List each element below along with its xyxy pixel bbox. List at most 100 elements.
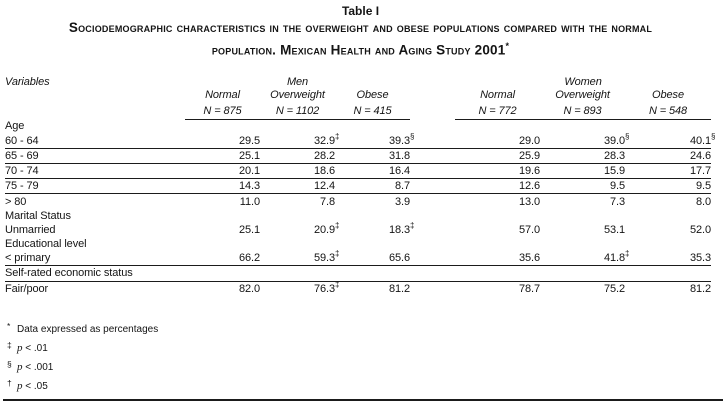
cell-value: 7.3	[610, 195, 626, 208]
cell-value: 20.9 ‡	[313, 220, 340, 236]
data-cell: 39.0 §	[540, 131, 630, 149]
cell-value: 18.3 ‡	[389, 220, 415, 236]
cell-value: 25.1	[238, 223, 260, 236]
data-cell: 25.1	[185, 223, 260, 237]
data-cell: 32.9 ‡	[260, 131, 340, 149]
data-cell: 7.3	[540, 194, 625, 209]
group-spacer	[410, 148, 456, 165]
row-label: Fair/poor	[5, 282, 49, 295]
data-cell: 18.3 ‡	[335, 220, 415, 237]
cell-value: 32.9 ‡	[313, 131, 340, 147]
data-cell: 81.2	[625, 281, 711, 296]
cell-value: 78.7	[519, 282, 541, 295]
cell-value: 25.9	[519, 149, 541, 162]
cell-value: 66.2	[238, 252, 260, 265]
cell-value: 17.7	[690, 165, 712, 178]
data-cell: 14.3	[185, 178, 260, 195]
data-cell: 65.6	[335, 251, 410, 267]
data-cell: 19.6	[455, 163, 541, 180]
data-cell: 82.0	[185, 281, 260, 296]
row-label: Self-rated economic status	[5, 265, 185, 282]
data-cell	[260, 237, 335, 251]
footnote-symbol: †	[7, 377, 12, 388]
cell-value: 59.3 ‡	[313, 249, 340, 265]
table-body: Age 60 - 64 29.5 32.9 ‡ 39.3 § 29.0 39.0 § 40.1 § 65…	[5, 119, 716, 296]
data-cell: 20.9 ‡	[260, 220, 340, 237]
row-label: 75 - 79	[5, 178, 185, 195]
footnote-symbol: §	[7, 358, 12, 369]
row-label: 70 - 74	[5, 163, 185, 180]
group-spacer	[410, 133, 456, 149]
col-header-men-obese: Obese	[356, 89, 389, 102]
cell-value: 15.9	[604, 165, 626, 178]
cell-value: 29.5	[238, 134, 260, 147]
group-spacer	[410, 69, 455, 88]
data-cell: 53.1	[540, 223, 625, 237]
data-cell	[455, 209, 540, 223]
footnote: § p < .001	[7, 355, 716, 374]
group-spacer	[410, 163, 456, 180]
table-row: 75 - 79 14.3 12.4 8.7 12.6 9.5 9.5	[5, 178, 712, 195]
data-cell: 9.5	[540, 178, 626, 195]
footnote-text: p < .05	[17, 379, 48, 392]
data-cell: 29.0	[455, 133, 540, 149]
data-cell: 28.2	[260, 148, 335, 165]
data-cell: 52.0	[625, 223, 711, 237]
data-cell: 78.7	[455, 281, 540, 296]
table-row: Self-rated economic status	[5, 265, 712, 282]
table-row: Educational level	[5, 237, 711, 251]
significance-marker: §	[711, 131, 716, 141]
cell-value: 76.3 ‡	[313, 279, 340, 295]
data-cell: 76.3 ‡	[260, 279, 340, 296]
row-label: Educational level	[5, 238, 87, 251]
table-row: > 80 11.0 7.8 3.9 13.0 7.3 8.0	[5, 194, 711, 209]
data-cell: 59.3 ‡	[260, 249, 340, 267]
data-cell: 75.2	[540, 281, 625, 296]
row-label: > 80	[5, 195, 27, 208]
data-cell	[260, 119, 335, 134]
row-label: Age	[5, 120, 25, 133]
data-cell	[455, 265, 541, 282]
data-cell: 20.1	[185, 163, 260, 180]
data-cell	[540, 209, 625, 223]
significance-marker: ‡	[335, 131, 340, 141]
cell-value: 57.0	[519, 223, 541, 236]
cell-value: 9.5	[696, 180, 712, 193]
row-label: Unmarried	[5, 223, 56, 236]
data-cell	[185, 237, 260, 251]
significance-marker: ‡	[335, 220, 340, 230]
cell-value: 81.2	[389, 282, 411, 295]
data-cell: 13.0	[455, 194, 540, 209]
cell-value: 40.1 §	[690, 131, 716, 147]
data-cell: 41.8 ‡	[540, 249, 629, 267]
variables-header: Variables	[5, 75, 50, 88]
data-cell: 8.7	[335, 178, 410, 195]
n-men-overweight: N = 1102	[260, 103, 335, 120]
cell-value: 53.1	[604, 223, 626, 236]
cell-value: 19.6	[519, 165, 541, 178]
group-spacer	[410, 265, 456, 282]
significance-marker: §	[625, 131, 630, 141]
data-cell: 3.9	[335, 194, 410, 209]
data-cell	[540, 265, 626, 282]
data-cell: 25.1	[185, 148, 260, 165]
col-header-women-normal: Normal	[480, 89, 515, 102]
table-row: Marital Status	[5, 209, 711, 223]
data-cell: 40.1 §	[625, 131, 716, 149]
column-header-row: Normal Overweight Obese Normal Overweigh…	[5, 88, 711, 104]
group-spacer	[410, 194, 455, 209]
significance-marker: ‡	[335, 249, 340, 259]
data-cell	[335, 265, 411, 282]
group-spacer	[410, 251, 456, 267]
data-cell	[260, 209, 335, 223]
footnote-symbol: ‡	[7, 339, 12, 350]
cell-value: 28.3	[604, 149, 626, 162]
footnote-text: p < .01	[17, 341, 48, 354]
n-women-obese: N = 548	[625, 103, 712, 120]
cell-value: 18.6	[313, 165, 335, 178]
cell-value: 9.5	[610, 180, 626, 193]
table-row: 70 - 74 20.1 18.6 16.4 19.6 15.9 17.7	[5, 163, 712, 180]
cell-value: 39.0 §	[604, 131, 630, 147]
cell-value: 11.0	[239, 195, 260, 208]
cell-value: 7.8	[320, 195, 335, 208]
